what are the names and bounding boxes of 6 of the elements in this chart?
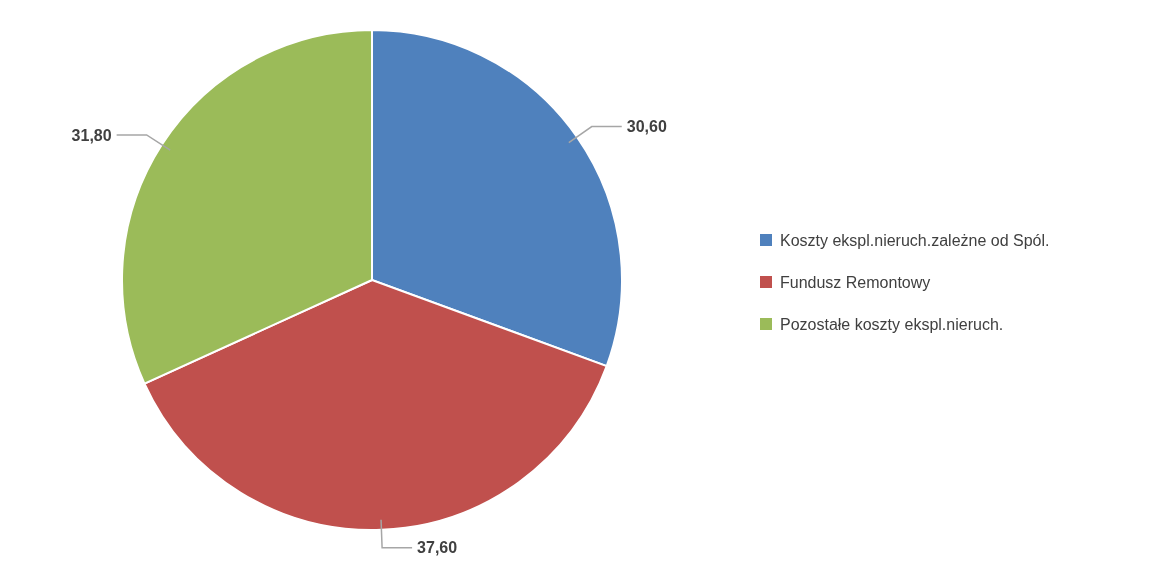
data-label: 31,80 [71,126,112,144]
legend-label: Pozostałe koszty ekspl.nieruch. [780,315,1004,333]
data-label: 37,60 [417,539,458,557]
legend-label: Fundusz Remontowy [780,273,931,291]
data-label: 30,60 [626,118,667,136]
legend-label: Koszty ekspl.nieruch.zależne od Spól. [780,231,1050,249]
